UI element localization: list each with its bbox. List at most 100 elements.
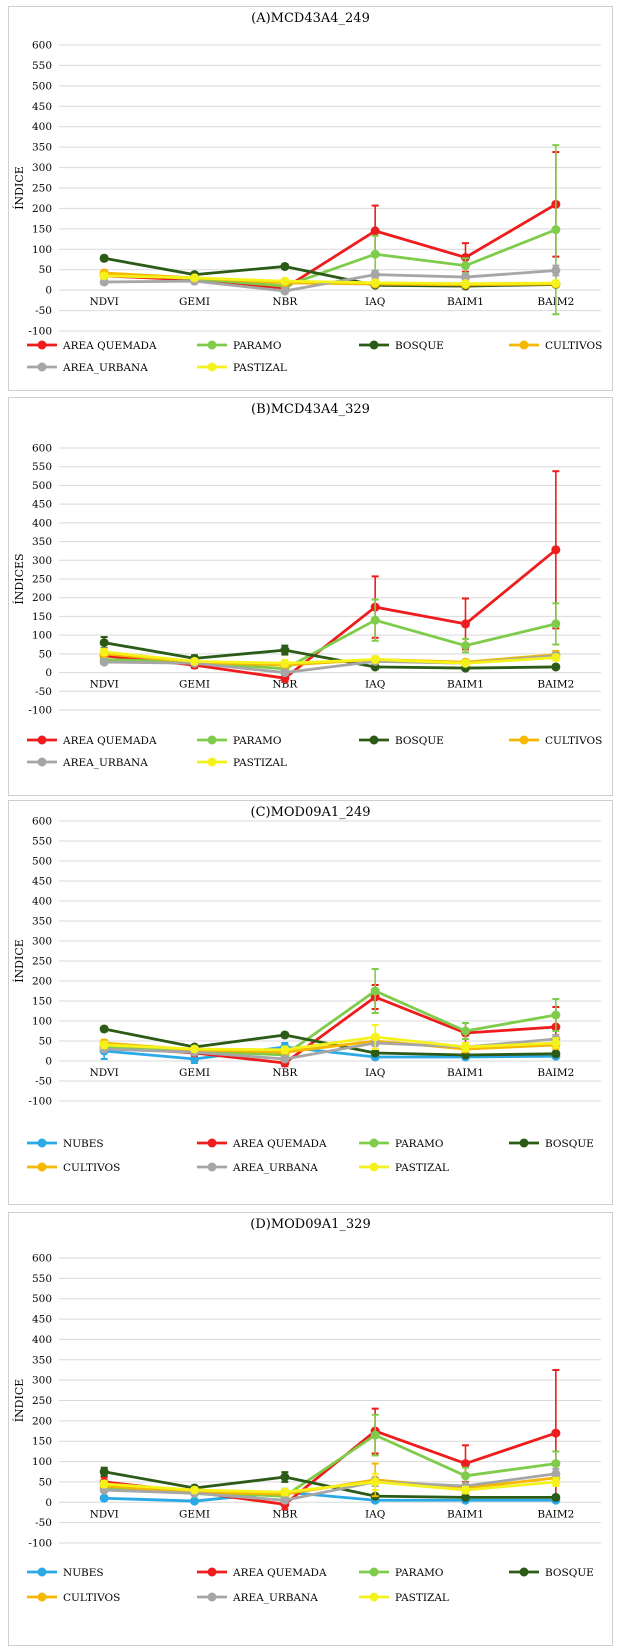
y-tick-label: 50 — [39, 1036, 52, 1048]
data-point — [190, 656, 199, 666]
legend: AREA QUEMADA PARAMO BOSQUE CULTIVOS AREA_URB… — [27, 735, 602, 769]
y-tick-label: 100 — [32, 1456, 52, 1468]
y-tick-label: 200 — [32, 1415, 52, 1427]
legend-item-paramo: PARAMO — [359, 1138, 444, 1150]
legend: NUBES AREA QUEMADA PARAMO BOSQUE CULTIVOS ARE… — [27, 1567, 594, 1604]
y-tick-label: -100 — [28, 1096, 52, 1108]
chart-panel-c: (C)MOD09A1_249 -100 -50 0 50 100 150 200 250 300 3… — [8, 800, 613, 1205]
legend-marker — [37, 1162, 47, 1172]
legend-label: AREA QUEMADA — [232, 1567, 327, 1579]
data-point — [370, 270, 380, 280]
legend-item-bosque: BOSQUE — [359, 340, 444, 352]
legend-marker — [37, 1592, 47, 1602]
legend-item-area-urbana: AREA_URBANA — [197, 1162, 318, 1174]
y-tick-label: 400 — [32, 121, 52, 133]
data-point — [99, 1467, 109, 1477]
y-tick-label: 50 — [39, 264, 52, 276]
legend-item-area-quemada: AREA QUEMADA — [27, 735, 157, 747]
y-tick-label: 400 — [32, 896, 52, 908]
data-point — [551, 1477, 561, 1487]
legend-label: BOSQUE — [395, 340, 444, 352]
series-line — [103, 641, 556, 670]
legend-item-nubes: NUBES — [27, 1567, 104, 1579]
series-pastizal — [99, 271, 561, 289]
legend-marker — [207, 735, 217, 745]
legend-marker — [519, 735, 529, 745]
y-tick-label: 50 — [39, 648, 52, 660]
legend-marker — [369, 340, 379, 350]
x-tick-label: NBR — [272, 679, 298, 691]
data-point — [99, 647, 109, 657]
chart-svg: (B)MCD43A4_329 -100 -50 0 50 100 150 200 250 300 3… — [12, 402, 602, 769]
chart-svg: (C)MOD09A1_249 -100 -50 0 50 100 150 200 250 300 3… — [12, 805, 601, 1174]
data-point — [280, 1030, 290, 1040]
x-tick-label: GEMI — [179, 1508, 210, 1520]
y-tick-label: 350 — [32, 142, 52, 154]
x-tick-label: IAQ — [365, 1508, 386, 1520]
legend-label: AREA QUEMADA — [232, 1138, 327, 1150]
legend-marker — [207, 362, 217, 372]
y-tick-label: 600 — [32, 1253, 52, 1265]
legend-marker — [37, 1567, 47, 1577]
legend-label: CULTIVOS — [545, 735, 602, 747]
data-point — [280, 1472, 290, 1482]
series-pastizal — [99, 647, 561, 668]
data-point — [551, 1459, 561, 1469]
y-tick-label: 0 — [45, 667, 52, 679]
y-tick-label: 200 — [32, 203, 52, 215]
y-tick-label: 250 — [32, 574, 52, 586]
data-point — [551, 619, 561, 629]
chart-svg: (D)MOD09A1_329 -100 -50 0 50 100 150 200 250 300 3… — [12, 1217, 601, 1604]
y-tick-label: 500 — [32, 480, 52, 492]
data-point — [99, 1040, 109, 1050]
y-tick-label: 0 — [45, 1497, 52, 1509]
legend-label: PARAMO — [395, 1138, 444, 1150]
data-point — [551, 1428, 561, 1438]
legend-label: PARAMO — [233, 735, 282, 747]
y-tick-label: 550 — [32, 1273, 52, 1285]
x-tick-label: IAQ — [365, 296, 386, 308]
legend-item-cultivos: CULTIVOS — [509, 735, 602, 747]
legend-label: CULTIVOS — [545, 340, 602, 352]
data-point — [280, 658, 290, 668]
data-point — [190, 273, 199, 283]
legend-item-area-urbana: AREA_URBANA — [197, 1592, 318, 1604]
data-point — [370, 278, 380, 288]
y-axis-label: ÍNDICE — [12, 1379, 26, 1423]
legend-label: CULTIVOS — [63, 1162, 120, 1174]
legend-item-nubes: NUBES — [27, 1138, 104, 1150]
data-point — [551, 662, 561, 672]
y-tick-label: 600 — [32, 443, 52, 455]
data-point — [461, 1485, 470, 1495]
data-point — [370, 249, 380, 259]
legend-label: BOSQUE — [545, 1138, 594, 1150]
legend-item-pastizal: PASTIZAL — [359, 1592, 449, 1604]
x-tick-label: GEMI — [179, 679, 210, 691]
legend-marker — [369, 1162, 379, 1172]
y-tick-label: 250 — [32, 1395, 52, 1407]
legend-item-pastizal: PASTIZAL — [197, 362, 287, 374]
y-tick-label: 350 — [32, 536, 52, 548]
series-line — [104, 1035, 556, 1052]
data-point — [551, 1469, 561, 1479]
data-point — [370, 654, 380, 664]
y-tick-label: 300 — [32, 162, 52, 174]
legend-item-area-quemada: AREA QUEMADA — [27, 340, 157, 352]
y-tick-label: 50 — [39, 1476, 52, 1488]
data-point — [461, 641, 470, 651]
legend-item-area-urbana: AREA_URBANA — [27, 362, 148, 374]
x-tick-label: BAIM1 — [447, 1508, 484, 1520]
series-line — [104, 1472, 557, 1502]
x-tick-label: BAIM1 — [447, 1067, 484, 1079]
y-tick-label: 550 — [32, 60, 52, 72]
data-point — [370, 1430, 380, 1440]
y-tick-label: 100 — [32, 630, 52, 642]
legend-item-pastizal: PASTIZAL — [359, 1162, 449, 1174]
legend-label: BOSQUE — [395, 735, 444, 747]
x-tick-label: NBR — [272, 296, 298, 308]
data-point — [551, 1492, 561, 1502]
y-tick-label: 250 — [32, 956, 52, 968]
y-tick-label: 150 — [32, 611, 52, 623]
data-point — [280, 261, 290, 271]
